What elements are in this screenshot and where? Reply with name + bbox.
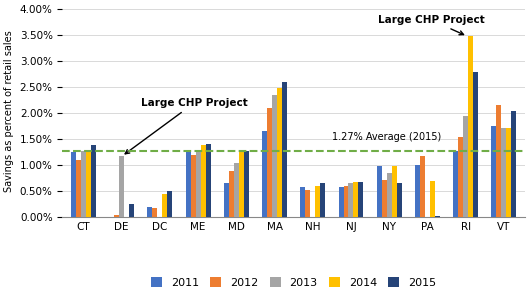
Bar <box>119 156 124 217</box>
Bar <box>320 183 325 217</box>
Bar <box>339 187 343 217</box>
Bar <box>430 181 435 217</box>
Bar <box>76 160 81 217</box>
Bar <box>420 156 425 217</box>
Bar <box>277 88 282 217</box>
Bar <box>501 128 506 217</box>
Bar <box>234 163 239 217</box>
Y-axis label: Savings as percent of retail sales: Savings as percent of retail sales <box>4 30 14 192</box>
Bar <box>244 151 249 217</box>
Bar <box>305 190 311 217</box>
Bar <box>239 151 244 217</box>
Bar <box>343 186 349 217</box>
Bar <box>190 155 196 217</box>
Bar <box>186 150 190 217</box>
Bar <box>397 183 402 217</box>
Bar <box>114 214 119 217</box>
Bar <box>391 166 397 217</box>
Bar <box>463 116 468 217</box>
Bar <box>453 151 458 217</box>
Bar <box>511 111 516 217</box>
Bar <box>415 165 420 217</box>
Bar <box>382 180 387 217</box>
Bar <box>196 152 200 217</box>
Bar <box>496 106 501 217</box>
Bar <box>349 183 353 217</box>
Bar <box>282 82 287 217</box>
Bar <box>387 173 391 217</box>
Bar <box>377 166 382 217</box>
Text: 1.27% Average (2015): 1.27% Average (2015) <box>332 132 441 142</box>
Bar <box>200 145 206 217</box>
Bar <box>86 151 91 217</box>
Legend: 2011, 2012, 2013, 2014, 2015: 2011, 2012, 2013, 2014, 2015 <box>147 273 441 292</box>
Bar <box>359 182 363 217</box>
Bar <box>224 183 229 217</box>
Bar <box>506 128 511 217</box>
Bar <box>81 151 86 217</box>
Bar <box>272 95 277 217</box>
Bar <box>300 187 305 217</box>
Bar <box>91 145 96 217</box>
Bar <box>148 207 152 217</box>
Text: Large CHP Project: Large CHP Project <box>378 15 485 35</box>
Bar <box>152 208 158 217</box>
Bar <box>262 131 267 217</box>
Bar <box>491 126 496 217</box>
Bar <box>206 145 211 217</box>
Bar <box>315 186 320 217</box>
Bar <box>229 171 234 217</box>
Bar <box>473 72 478 217</box>
Bar <box>162 194 167 217</box>
Text: Large CHP Project: Large CHP Project <box>125 98 248 154</box>
Bar <box>435 216 440 217</box>
Bar <box>167 191 172 217</box>
Bar <box>353 182 359 217</box>
Bar <box>267 108 272 217</box>
Bar <box>458 137 463 217</box>
Bar <box>71 152 76 217</box>
Bar <box>129 204 134 217</box>
Bar <box>468 36 473 217</box>
